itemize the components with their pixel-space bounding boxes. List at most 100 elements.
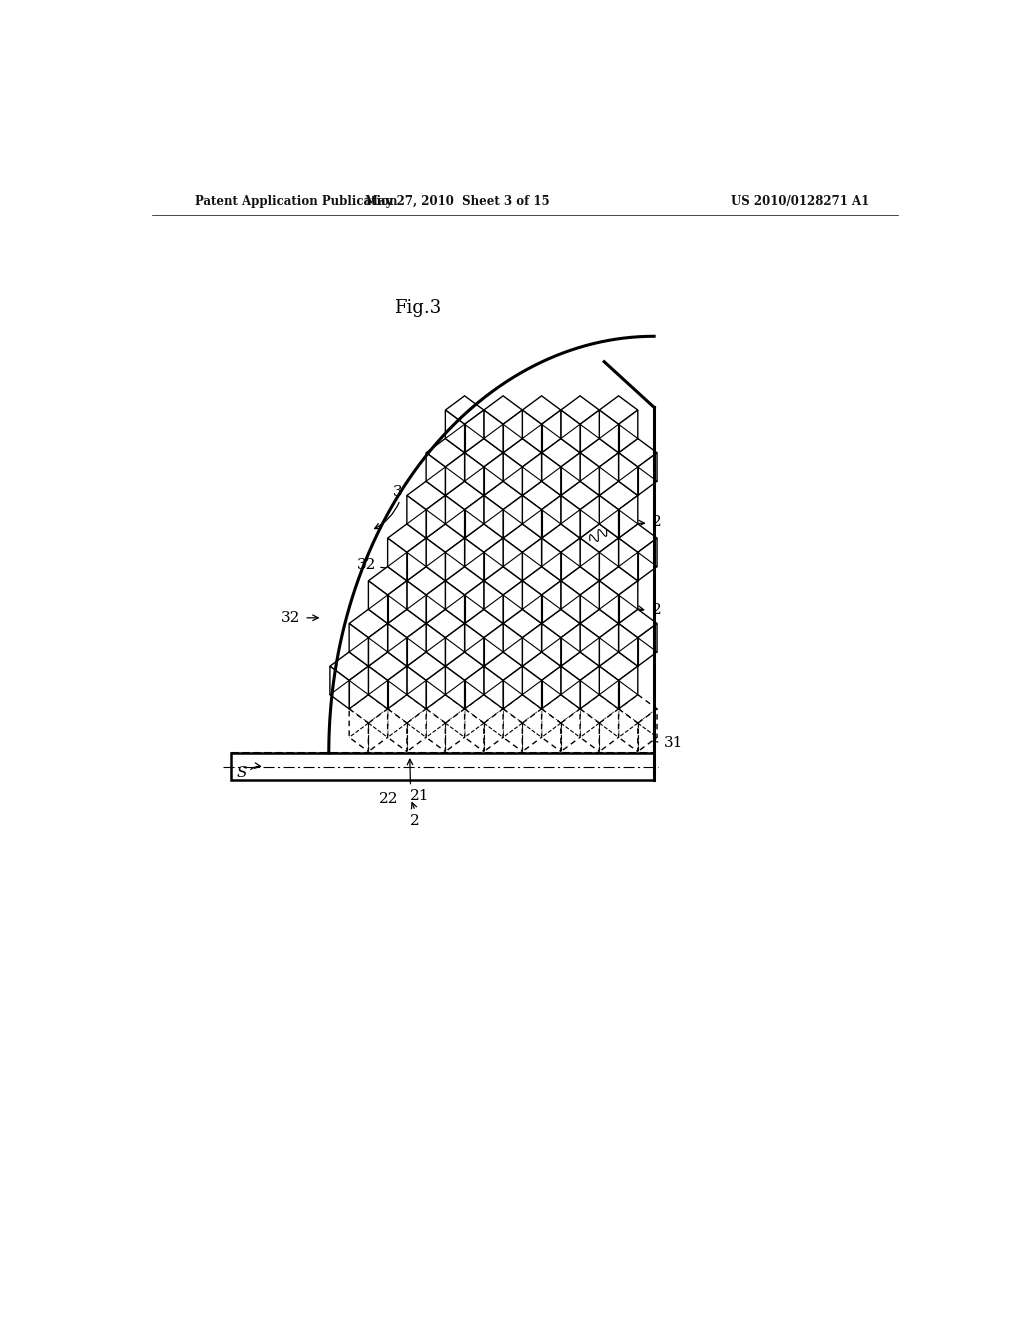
Polygon shape: [522, 482, 561, 510]
Polygon shape: [580, 539, 599, 581]
Polygon shape: [445, 482, 484, 510]
Polygon shape: [561, 396, 599, 424]
Polygon shape: [503, 411, 522, 453]
Polygon shape: [522, 396, 561, 424]
Polygon shape: [599, 411, 618, 453]
Polygon shape: [580, 581, 599, 623]
Polygon shape: [349, 709, 369, 751]
Polygon shape: [445, 495, 465, 539]
Text: S: S: [237, 767, 247, 780]
Polygon shape: [542, 495, 561, 539]
Polygon shape: [369, 652, 407, 680]
Polygon shape: [445, 396, 484, 424]
Polygon shape: [349, 667, 369, 709]
Polygon shape: [465, 524, 503, 552]
Polygon shape: [426, 581, 445, 623]
Polygon shape: [349, 694, 388, 723]
Polygon shape: [542, 411, 561, 453]
Polygon shape: [638, 709, 657, 751]
Polygon shape: [561, 453, 580, 495]
Text: 2: 2: [411, 814, 420, 828]
Polygon shape: [599, 667, 618, 709]
Polygon shape: [465, 694, 503, 723]
Polygon shape: [388, 610, 426, 638]
Polygon shape: [599, 539, 618, 581]
Polygon shape: [542, 694, 580, 723]
Polygon shape: [522, 667, 542, 709]
Polygon shape: [349, 610, 388, 638]
Polygon shape: [484, 667, 503, 709]
Polygon shape: [580, 623, 599, 667]
Polygon shape: [484, 396, 522, 424]
Polygon shape: [484, 539, 503, 581]
Polygon shape: [561, 623, 580, 667]
Polygon shape: [426, 667, 445, 709]
Polygon shape: [561, 709, 580, 751]
Polygon shape: [618, 438, 657, 467]
Polygon shape: [503, 694, 542, 723]
Polygon shape: [388, 709, 407, 751]
Polygon shape: [561, 411, 580, 453]
Polygon shape: [561, 566, 599, 595]
Polygon shape: [445, 623, 465, 667]
Text: US 2010/0128271 A1: US 2010/0128271 A1: [731, 194, 869, 207]
Text: Patent Application Publication: Patent Application Publication: [196, 194, 398, 207]
Polygon shape: [484, 709, 503, 751]
Text: 31: 31: [664, 735, 683, 750]
Polygon shape: [407, 482, 445, 510]
Polygon shape: [599, 453, 618, 495]
Text: 22: 22: [379, 792, 398, 805]
Text: 32: 32: [281, 611, 300, 624]
Polygon shape: [330, 652, 369, 680]
Polygon shape: [542, 524, 580, 552]
Polygon shape: [618, 623, 638, 667]
Polygon shape: [542, 709, 561, 751]
Polygon shape: [599, 709, 618, 751]
Polygon shape: [561, 652, 599, 680]
Polygon shape: [465, 438, 503, 467]
Polygon shape: [407, 581, 426, 623]
Polygon shape: [426, 495, 445, 539]
Polygon shape: [369, 581, 388, 623]
Polygon shape: [503, 610, 542, 638]
Polygon shape: [522, 709, 542, 751]
Polygon shape: [542, 610, 580, 638]
Polygon shape: [618, 411, 638, 453]
Polygon shape: [561, 539, 580, 581]
Polygon shape: [503, 539, 522, 581]
Polygon shape: [388, 539, 407, 581]
Polygon shape: [503, 453, 522, 495]
Polygon shape: [599, 566, 638, 595]
Polygon shape: [580, 438, 618, 467]
Polygon shape: [599, 396, 638, 424]
Polygon shape: [638, 623, 657, 667]
Polygon shape: [618, 581, 638, 623]
Text: 2: 2: [652, 515, 662, 529]
Polygon shape: [330, 667, 349, 709]
Polygon shape: [503, 623, 522, 667]
Polygon shape: [484, 623, 503, 667]
Polygon shape: [503, 438, 542, 467]
Text: May 27, 2010  Sheet 3 of 15: May 27, 2010 Sheet 3 of 15: [365, 194, 550, 207]
Polygon shape: [388, 623, 407, 667]
Polygon shape: [503, 581, 522, 623]
Polygon shape: [638, 539, 657, 581]
Polygon shape: [484, 581, 503, 623]
Polygon shape: [522, 566, 561, 595]
Polygon shape: [445, 652, 484, 680]
Polygon shape: [618, 709, 638, 751]
Polygon shape: [426, 524, 465, 552]
Text: 3: 3: [393, 484, 402, 499]
Polygon shape: [561, 482, 599, 510]
Polygon shape: [503, 667, 522, 709]
Polygon shape: [580, 524, 618, 552]
Polygon shape: [465, 623, 484, 667]
Polygon shape: [599, 482, 638, 510]
Polygon shape: [522, 495, 542, 539]
Polygon shape: [388, 667, 407, 709]
Polygon shape: [561, 667, 580, 709]
Polygon shape: [618, 667, 638, 709]
Polygon shape: [580, 610, 618, 638]
Polygon shape: [503, 709, 522, 751]
Text: 2: 2: [652, 603, 662, 616]
